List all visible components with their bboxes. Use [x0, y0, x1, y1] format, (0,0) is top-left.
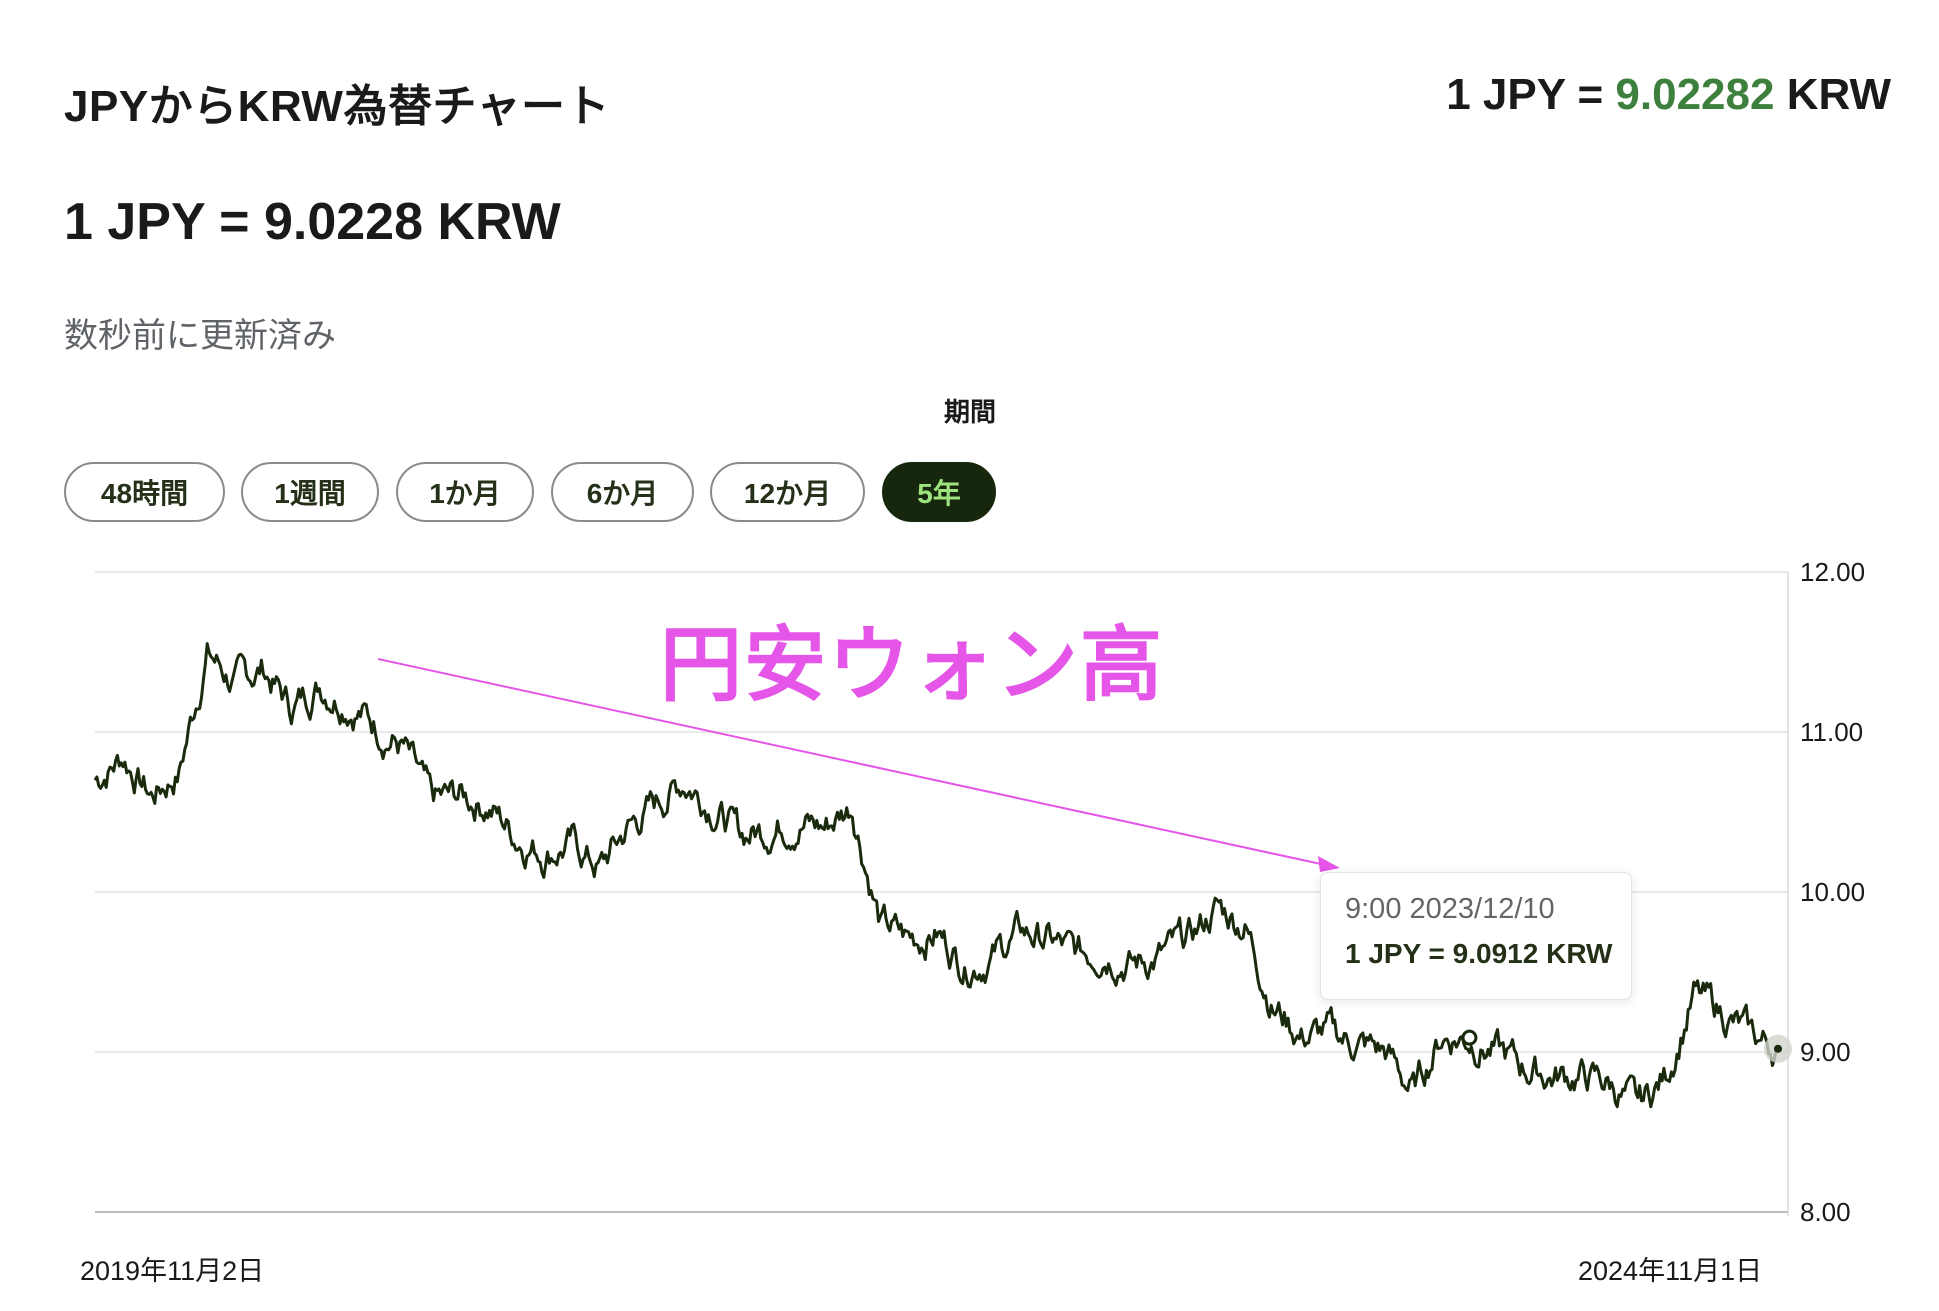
period-button-12m[interactable]: 12か月: [710, 462, 865, 522]
x-end-label: 2024年11月1日: [1578, 1256, 1762, 1286]
y-tick-label: 8.00: [1800, 1197, 1851, 1227]
period-button-1m[interactable]: 1か月: [396, 462, 534, 522]
hover-point[interactable]: [1461, 1029, 1478, 1046]
annotation-label: 円安ウォン高: [660, 620, 1165, 711]
y-axis-ticks: 12.00 11.00 10.00 9.00 8.00: [1800, 557, 1865, 1227]
current-rate: 1 JPY = 9.0228 KRW: [64, 193, 561, 251]
exchange-rate-chart[interactable]: 12.00 11.00 10.00 9.00 8.00 2019年11月2日 2…: [0, 540, 1939, 1311]
tooltip-rate: 1 JPY = 9.0912 KRW: [1345, 938, 1613, 969]
end-point: [1774, 1044, 1782, 1053]
period-button-48h[interactable]: 48時間: [64, 462, 225, 522]
tooltip-time: 9:00 2023/12/10: [1345, 893, 1555, 925]
ticker-value: 9.02282: [1615, 70, 1775, 119]
y-tick-label: 9.00: [1800, 1037, 1851, 1067]
y-tick-label: 12.00: [1800, 557, 1865, 587]
chart-tooltip: 9:00 2023/12/10 1 JPY = 9.0912 KRW: [1320, 872, 1632, 1000]
x-start-label: 2019年11月2日: [80, 1256, 264, 1286]
ticker-prefix: 1 JPY =: [1446, 70, 1616, 119]
period-button-6m[interactable]: 6か月: [551, 462, 694, 522]
series-line: [93, 642, 1779, 1109]
ticker-suffix: KRW: [1774, 70, 1891, 119]
trend-arrow-head: [1318, 856, 1340, 872]
period-label: 期間: [944, 397, 997, 427]
trend-arrow: [377, 658, 1331, 867]
y-tick-label: 11.00: [1800, 717, 1863, 747]
period-button-5y[interactable]: 5年: [882, 462, 996, 522]
period-button-1w[interactable]: 1週間: [241, 462, 379, 522]
page-title: JPYからKRW為替チャート: [64, 82, 611, 131]
updated-status: 数秒前に更新済み: [64, 317, 336, 355]
y-tick-label: 10.00: [1800, 877, 1865, 907]
live-rate-ticker: 1 JPY = 9.02282 KRW: [1446, 70, 1891, 120]
